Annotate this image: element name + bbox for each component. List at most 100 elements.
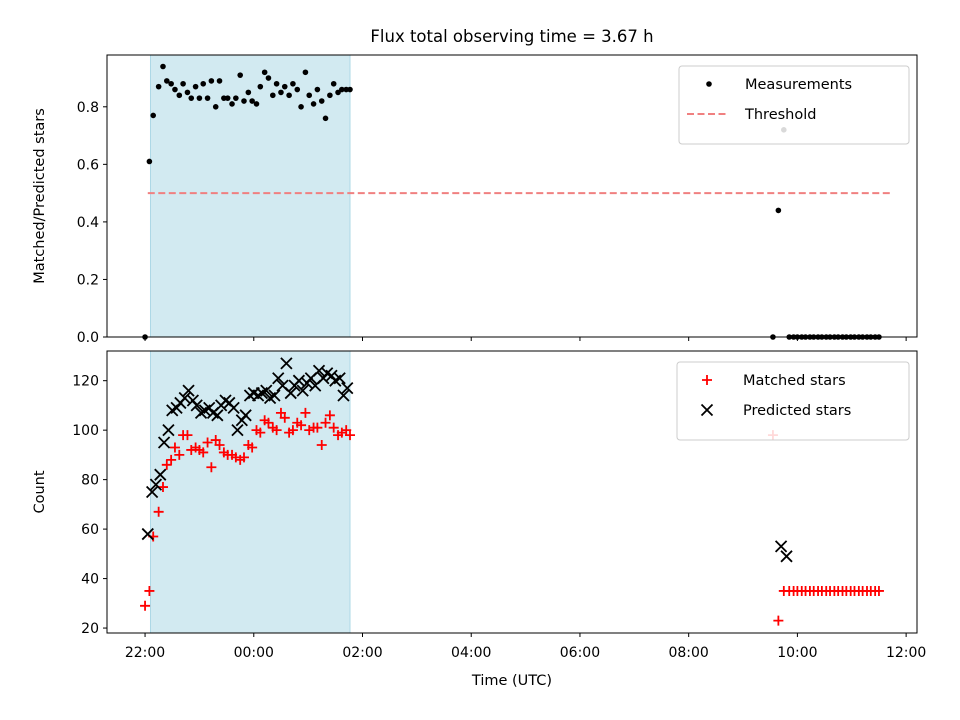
- x-tick-label: 00:00: [234, 645, 274, 661]
- data-point: [150, 112, 157, 119]
- data-point: [284, 386, 297, 400]
- data-point: [265, 75, 272, 81]
- data-point: [306, 92, 313, 99]
- y-tick-label: 120: [72, 374, 99, 390]
- y-tick-label: 0.4: [77, 215, 99, 231]
- data-point: [286, 92, 292, 99]
- data-point: [300, 407, 311, 418]
- data-point: [292, 374, 306, 387]
- data-point: [224, 95, 231, 101]
- data-point: [774, 540, 788, 553]
- count-plot: 20 40 60 80 100 120 22:00 00:00 02:00 04:00 06:00 0…: [32, 350, 926, 689]
- data-point: [328, 422, 339, 433]
- data-point: [168, 80, 174, 87]
- data-point: [182, 384, 195, 397]
- legend-box: [676, 361, 910, 441]
- ratio-plot: 0.0 0.2 0.4 0.6 0.8 Matched/Predicted stars Me…: [32, 54, 918, 346]
- data-point: [280, 357, 293, 370]
- data-point: [162, 424, 175, 437]
- x-tick-label: 22:00: [125, 645, 165, 661]
- legend-predicted-marker: [700, 403, 714, 417]
- data-point: [271, 425, 282, 436]
- data-point: [290, 80, 296, 87]
- data-point: [182, 430, 193, 441]
- data-point: [190, 399, 203, 412]
- data-point: [153, 506, 164, 517]
- data-point: [155, 83, 162, 90]
- data-point: [270, 92, 276, 99]
- data-point: [149, 478, 163, 491]
- x-tick-label: 10:00: [777, 645, 817, 661]
- data-point: [154, 468, 167, 481]
- data-point: [188, 95, 195, 101]
- legend-label: Measurements: [745, 77, 852, 93]
- data-point: [166, 454, 177, 465]
- data-point: [335, 89, 341, 96]
- legend-matched-marker: [702, 375, 712, 385]
- y-axis-label: Count: [32, 470, 48, 513]
- data-point: [310, 101, 317, 107]
- legend-box: [678, 65, 910, 145]
- legend-label: Matched stars: [743, 373, 846, 389]
- data-point: [330, 80, 337, 87]
- data-point: [324, 410, 335, 421]
- y-tick-label: 100: [72, 423, 99, 439]
- data-point: [211, 409, 224, 422]
- data-point: [216, 78, 223, 84]
- data-point: [281, 83, 288, 90]
- data-point: [239, 409, 252, 422]
- y-tick-label: 80: [81, 473, 99, 489]
- data-point: [337, 389, 350, 402]
- x-tick-label: 12:00: [886, 645, 926, 661]
- data-point: [268, 389, 281, 402]
- data-point: [260, 384, 273, 397]
- data-point: [341, 381, 354, 395]
- data-point: [233, 95, 239, 101]
- data-point: [140, 600, 151, 611]
- data-point: [318, 98, 325, 104]
- data-point: [320, 417, 331, 428]
- data-point: [314, 86, 321, 93]
- data-point: [212, 103, 219, 110]
- data-point: [339, 86, 345, 93]
- data-point: [200, 80, 207, 87]
- data-point: [279, 412, 290, 423]
- y-axis-label: Matched/Predicted stars: [32, 108, 48, 284]
- data-point: [298, 103, 304, 110]
- data-point: [229, 101, 235, 107]
- data-point: [172, 86, 178, 93]
- data-point: [312, 364, 326, 377]
- data-point: [157, 436, 171, 449]
- data-point: [257, 83, 264, 90]
- data-point: [214, 440, 225, 450]
- data-point: [160, 63, 166, 70]
- data-point: [144, 585, 155, 596]
- data-point: [169, 442, 180, 453]
- data-point: [178, 391, 191, 405]
- x-tick-label: 02:00: [342, 645, 382, 661]
- data-point: [174, 449, 185, 460]
- y-tick-label: 0.2: [77, 272, 99, 288]
- legend-label: Threshold: [744, 107, 816, 123]
- x-axis-label: Time (UTC): [471, 673, 552, 689]
- data-point: [278, 89, 284, 96]
- data-point: [249, 98, 255, 104]
- data-point: [163, 78, 170, 84]
- y-tick-label: 60: [81, 522, 99, 538]
- legend: Measurements Threshold: [678, 65, 910, 145]
- data-point: [145, 485, 159, 499]
- data-point: [196, 95, 203, 101]
- data-point: [238, 452, 249, 463]
- y-tick-label: 0.8: [77, 100, 99, 116]
- x-tick-label: 08:00: [668, 645, 708, 661]
- data-point: [873, 585, 884, 596]
- chart-title: Flux total observing time = 3.67 h: [370, 27, 653, 46]
- legend: Matched stars Predicted stars: [676, 361, 910, 441]
- data-point: [161, 459, 172, 470]
- y-tick-label: 0.6: [77, 157, 99, 173]
- axes-frame: [106, 350, 918, 634]
- y-tick-label: 0.0: [77, 330, 99, 346]
- data-point: [316, 440, 327, 450]
- data-point: [204, 95, 211, 101]
